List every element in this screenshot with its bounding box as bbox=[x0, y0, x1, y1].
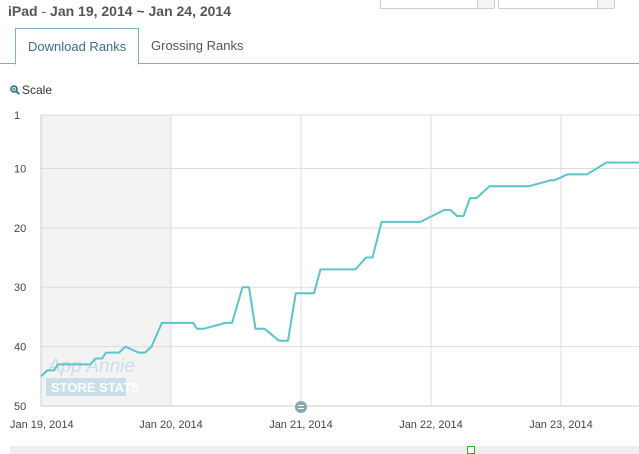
shaded-region bbox=[41, 115, 171, 406]
tab-download-ranks[interactable]: Download Ranks bbox=[15, 28, 140, 65]
y-tick-label: 20 bbox=[14, 223, 26, 235]
y-tick-label: 50 bbox=[14, 401, 26, 413]
x-tick-label: Jan 20, 2014 bbox=[139, 419, 203, 431]
date-range-label: Jan 19, 2014 ~ Jan 24, 2014 bbox=[50, 3, 232, 19]
rank-tabs: Download Ranks Grossing Ranks bbox=[0, 28, 639, 65]
x-tick-label: Jan 21, 2014 bbox=[269, 419, 333, 431]
range-handle[interactable] bbox=[467, 446, 475, 454]
tab-grossing-ranks[interactable]: Grossing Ranks bbox=[151, 38, 244, 53]
zoom-icon bbox=[10, 85, 20, 95]
device-label: iPad bbox=[8, 3, 38, 19]
annotation-marker-icon bbox=[295, 401, 307, 413]
x-tick-label: Jan 19, 2014 bbox=[10, 419, 74, 431]
rank-series-line bbox=[40, 161, 639, 378]
y-tick-label: 1 bbox=[14, 110, 20, 122]
watermark-line1: App Annie bbox=[47, 356, 135, 377]
scale-label: Scale bbox=[22, 83, 53, 97]
category-select[interactable] bbox=[498, 0, 615, 9]
y-tick-label: 30 bbox=[14, 282, 26, 294]
y-tick-label: 40 bbox=[14, 342, 26, 354]
range-navigator[interactable] bbox=[10, 446, 639, 454]
x-tick-label: Jan 22, 2014 bbox=[399, 419, 463, 431]
watermark-line2: STORE STATS bbox=[51, 380, 140, 395]
y-tick-label: 10 bbox=[14, 163, 26, 175]
title-separator: - bbox=[37, 3, 51, 19]
chevron-down-icon[interactable] bbox=[477, 0, 494, 8]
chevron-down-icon[interactable] bbox=[597, 0, 614, 8]
scale-button[interactable]: Scale bbox=[10, 83, 52, 97]
tab-divider bbox=[0, 63, 639, 64]
country-select[interactable] bbox=[380, 0, 495, 9]
watermark-band bbox=[46, 378, 126, 396]
page-title: iPad - Jan 19, 2014 ~ Jan 24, 2014 bbox=[8, 3, 231, 19]
x-tick-label: Jan 23, 2014 bbox=[529, 419, 593, 431]
